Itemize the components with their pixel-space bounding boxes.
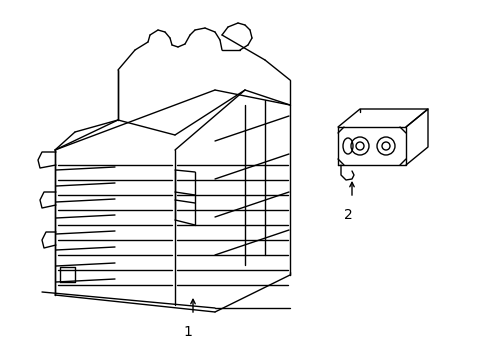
Text: 2: 2 bbox=[343, 208, 352, 222]
Text: 1: 1 bbox=[183, 325, 192, 339]
